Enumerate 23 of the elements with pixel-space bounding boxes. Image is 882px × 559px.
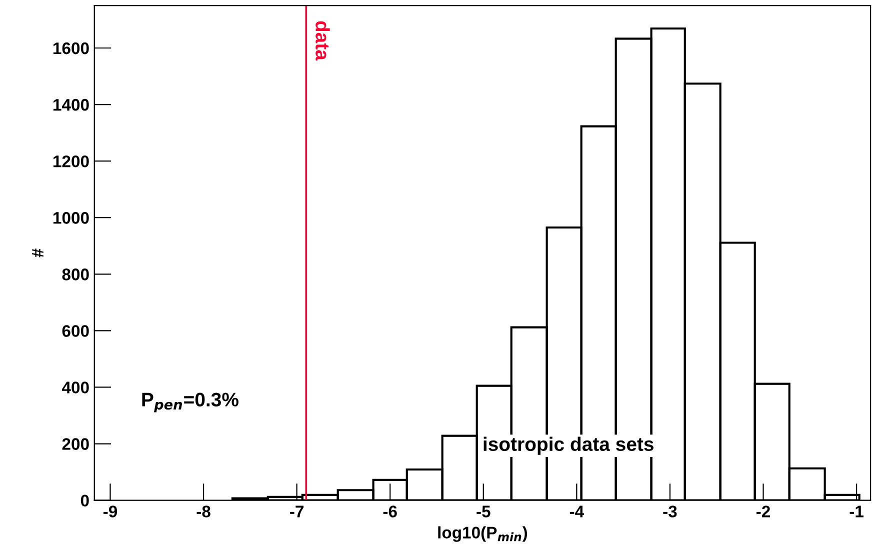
y-tick-label: 200 — [62, 438, 89, 450]
x-tick-label: -1 — [850, 506, 864, 518]
x-tick-label: -8 — [196, 506, 210, 518]
y-tick-label: 600 — [62, 325, 89, 337]
y-tick-label: 1400 — [53, 98, 89, 111]
y-tick-label: 1200 — [53, 155, 89, 168]
annotation: isotropic data sets — [484, 436, 654, 455]
x-tick-label: -6 — [383, 506, 397, 518]
y-tick-label: 400 — [62, 382, 89, 394]
x-tick-label: -7 — [290, 506, 304, 518]
x-axis-title: log10(P$_{min}$) — [438, 526, 528, 542]
y-tick-label: 1600 — [53, 42, 89, 54]
x-tick-label: -9 — [103, 506, 118, 518]
y-tick-label: 1000 — [53, 212, 89, 224]
ref-line-label: data — [316, 21, 330, 61]
y-axis-title: # — [32, 248, 44, 258]
y-tick-label: 0 — [80, 494, 89, 507]
x-tick-label: -2 — [756, 506, 770, 518]
y-tick-label: 800 — [62, 268, 89, 280]
x-tick-label: -4 — [570, 506, 584, 518]
annotation: P$_{pen}$=0.3% — [142, 392, 238, 412]
x-tick-label: -5 — [476, 506, 490, 518]
x-tick-label: -3 — [663, 506, 677, 518]
